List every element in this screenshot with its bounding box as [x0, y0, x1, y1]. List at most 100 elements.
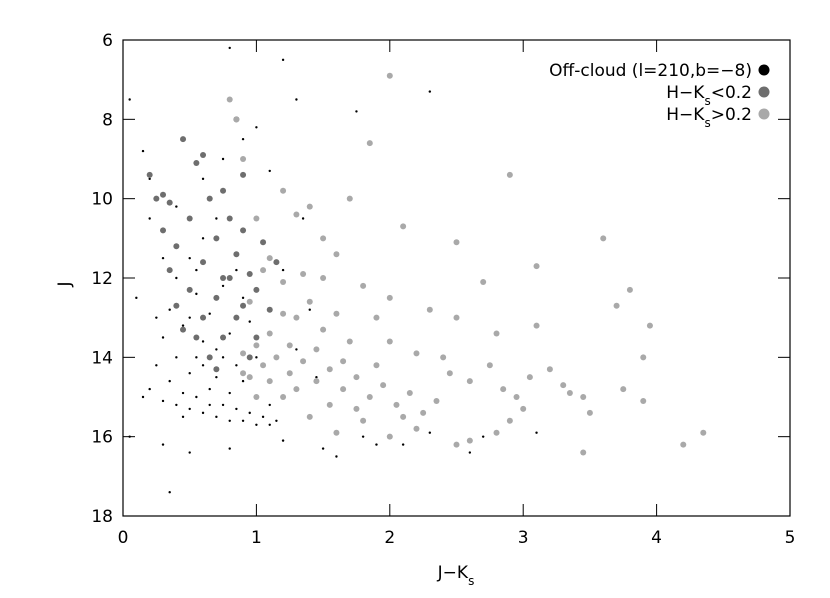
x-tick-label: 4 [651, 528, 662, 548]
point [255, 356, 258, 359]
point [240, 370, 247, 377]
point [206, 354, 213, 361]
point [233, 314, 240, 321]
point [128, 98, 131, 101]
point [315, 375, 318, 379]
series-0 [128, 46, 538, 494]
point [153, 195, 160, 202]
point [240, 171, 247, 178]
point [293, 386, 300, 393]
point [195, 292, 198, 296]
point [206, 195, 213, 202]
point [468, 451, 472, 454]
point [161, 336, 165, 339]
point [386, 294, 393, 301]
point [201, 340, 205, 343]
point [235, 364, 238, 367]
point [228, 332, 231, 335]
point [320, 275, 327, 281]
point [313, 378, 320, 385]
x-tick-label: 1 [251, 528, 262, 548]
point [321, 447, 325, 450]
point [680, 441, 687, 448]
point [281, 268, 285, 272]
point [166, 199, 173, 206]
point [188, 407, 191, 411]
point [301, 217, 305, 220]
point [195, 268, 198, 272]
y-tick-label: 12 [91, 269, 113, 289]
legend-label-part: H−K [666, 105, 705, 125]
point [215, 375, 218, 379]
point [586, 409, 593, 416]
point [480, 278, 487, 285]
point [226, 215, 233, 222]
x-axis-label-sub: s [468, 574, 474, 588]
point [148, 387, 151, 391]
point [428, 431, 432, 434]
point [293, 314, 300, 321]
point [293, 211, 300, 218]
point [440, 354, 447, 361]
point [253, 334, 260, 341]
point [248, 320, 251, 323]
point [246, 374, 253, 381]
point [446, 370, 453, 377]
point [266, 255, 273, 262]
point [413, 350, 420, 357]
legend-label-part: <0.2 [711, 83, 752, 103]
point [400, 413, 407, 420]
point [373, 362, 380, 369]
point [208, 387, 211, 391]
point [200, 259, 207, 266]
point [266, 378, 273, 385]
point [268, 403, 271, 407]
point [228, 46, 231, 50]
point [141, 395, 145, 399]
point [520, 405, 527, 412]
point [580, 449, 587, 456]
x-axis-label: J−Ks [437, 563, 475, 588]
point [401, 443, 405, 446]
point [155, 316, 158, 319]
x-tick-label: 2 [384, 528, 395, 548]
point [286, 370, 293, 377]
point [240, 156, 247, 162]
point [188, 316, 191, 319]
y-tick-label: 14 [91, 348, 113, 368]
point [493, 330, 500, 337]
point [453, 314, 460, 321]
point [361, 435, 365, 438]
point [373, 314, 380, 321]
point [175, 205, 178, 208]
point [221, 356, 225, 359]
point [253, 286, 260, 293]
point [281, 58, 285, 62]
point [253, 394, 260, 400]
point [360, 417, 367, 424]
point [235, 268, 238, 272]
legend-label: Off-cloud (l=210,b=−8) [549, 61, 752, 81]
point [493, 429, 500, 436]
point [353, 374, 360, 381]
point [195, 356, 198, 359]
point [128, 435, 131, 438]
point [486, 362, 493, 369]
point [221, 403, 225, 407]
point [246, 271, 253, 278]
point [220, 334, 227, 341]
y-tick-label: 8 [102, 110, 113, 130]
point [506, 171, 513, 178]
point [313, 346, 320, 353]
point [481, 435, 485, 438]
point [426, 306, 433, 313]
point [268, 423, 271, 426]
point [306, 203, 313, 210]
legend-label-part: s [704, 116, 710, 130]
point [148, 177, 151, 181]
point [413, 425, 420, 432]
point [360, 282, 367, 289]
point [161, 399, 165, 403]
legend-marker [758, 64, 770, 76]
point [266, 306, 273, 313]
